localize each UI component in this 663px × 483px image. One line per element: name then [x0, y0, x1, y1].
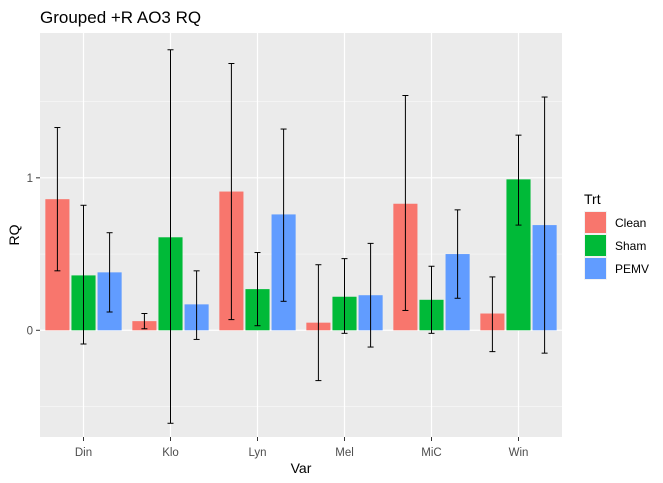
plot-panel: [40, 33, 562, 437]
x-tick-label: Klo: [162, 447, 179, 459]
x-tick-label: MiC: [421, 447, 441, 459]
legend: Trt Clean Sham PEMV: [584, 191, 649, 280]
x-tick-label: Mel: [335, 447, 354, 459]
y-axis-title: RQ: [6, 224, 22, 245]
legend-label-sham: Sham: [615, 239, 646, 253]
x-tick-label: Din: [75, 447, 92, 459]
legend-key-clean: [585, 212, 606, 233]
x-tick-label: Win: [509, 447, 529, 459]
error-bars: [54, 49, 548, 424]
x-axis-title: Var: [291, 460, 312, 476]
x-axis: Din Klo Lyn Mel MiC Win: [75, 437, 529, 459]
grid-minor: [40, 101, 562, 407]
legend-key-pemv: [585, 258, 606, 279]
y-axis: 01: [27, 173, 40, 337]
legend-key-sham: [585, 235, 606, 256]
legend-label-pemv: PEMV: [615, 262, 649, 276]
chart-title: Grouped +R AO3 RQ: [40, 8, 201, 27]
legend-title: Trt: [584, 191, 601, 207]
y-tick-label: 0: [27, 325, 33, 337]
legend-label-clean: Clean: [615, 216, 646, 230]
legend-items: Clean Sham PEMV: [584, 211, 649, 280]
y-tick-label: 1: [27, 173, 33, 185]
x-tick-label: Lyn: [248, 447, 266, 459]
